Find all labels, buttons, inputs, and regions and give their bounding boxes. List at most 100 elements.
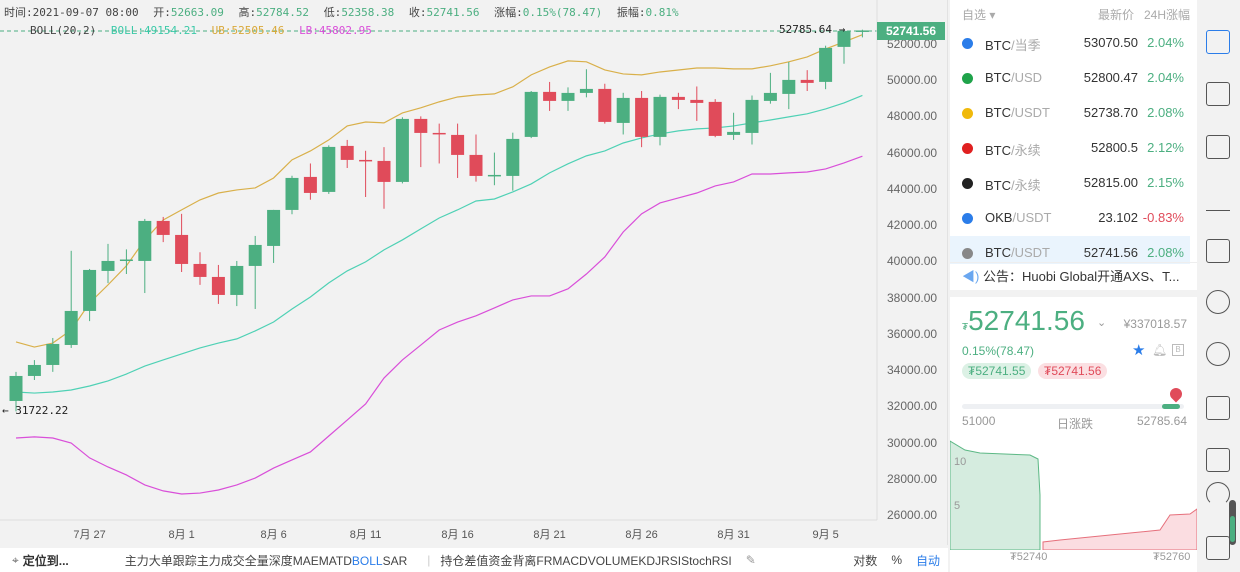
scrollbar[interactable] xyxy=(1229,500,1236,545)
orders-check-icon[interactable] xyxy=(1206,135,1230,159)
help-icon[interactable] xyxy=(1206,536,1230,560)
bid-price-badge[interactable]: ₮52741.55 xyxy=(962,363,1032,379)
edit-icon[interactable]: ✎ xyxy=(745,553,756,567)
pair-price: 23.102 xyxy=(1098,210,1138,225)
candle-body xyxy=(27,364,41,376)
indicator-sar[interactable]: SAR xyxy=(382,553,408,568)
ask-price-badge[interactable]: ₮52741.56 xyxy=(1038,363,1108,379)
candle-body xyxy=(598,88,612,122)
pair-name: BTC/永续 xyxy=(985,178,1041,193)
candle-body xyxy=(708,101,722,136)
candle-body xyxy=(303,176,317,193)
pair-name: BTC/永续 xyxy=(985,143,1041,158)
col-latest-price[interactable]: 最新价 xyxy=(1098,8,1135,22)
main-indicators[interactable]: 主力大单跟踪主力成交全量深度MAEMATDBOLLSAR xyxy=(125,552,408,569)
locate-icon[interactable]: ⌖ xyxy=(12,552,19,567)
amplitude-value: 0.81% xyxy=(645,6,679,19)
candle-body xyxy=(359,159,373,162)
candle-body xyxy=(46,343,60,365)
candle-body xyxy=(616,97,630,123)
alarm-clock-icon[interactable] xyxy=(1206,290,1230,314)
planet-icon[interactable] xyxy=(1206,342,1230,366)
close-label: 收: xyxy=(408,6,427,19)
date-tick: 8月 1 xyxy=(168,529,195,541)
percent-scale-toggle[interactable]: % xyxy=(891,553,902,567)
exchange-logo-icon xyxy=(962,73,973,84)
open-value: 52663.09 xyxy=(170,6,224,19)
col-24h-change[interactable]: 24H涨幅 xyxy=(1144,8,1191,22)
range-label: 日涨跌 xyxy=(1057,417,1094,431)
price-tick: 40000.00 xyxy=(887,254,938,269)
date-tick: 7月 27 xyxy=(73,529,106,541)
candle-body xyxy=(543,91,557,101)
candle-body xyxy=(64,310,78,345)
watchlist-item[interactable]: BTC/当季 53070.50 2.04% xyxy=(950,26,1190,61)
depth-y-label: 5 xyxy=(954,500,961,512)
date-tick: 8月 11 xyxy=(349,529,382,541)
bar-chart-icon[interactable] xyxy=(1206,187,1230,211)
pair-name: BTC/USDT xyxy=(985,245,1050,260)
price-tick: 28000.00 xyxy=(887,471,938,486)
watchlist-item[interactable]: BTC/USDT 52741.56 2.08% xyxy=(950,236,1190,264)
headset-icon[interactable] xyxy=(1206,482,1230,506)
candle-body xyxy=(119,259,133,262)
candle-body xyxy=(690,99,704,103)
watchlist-item[interactable]: OKB/USDT 23.102 -0.83% xyxy=(950,201,1190,236)
boll-name[interactable]: BOLL(20,2) xyxy=(30,24,97,37)
announcement[interactable]: ◀) 公告：Huobi Global开通AXS、T... xyxy=(962,269,1180,284)
candle-body xyxy=(101,260,115,271)
indicator-boll-active[interactable]: BOLL xyxy=(351,553,383,568)
b-icon[interactable]: B xyxy=(1172,344,1184,356)
watchlist-star-icon[interactable] xyxy=(1206,30,1230,54)
candle-body xyxy=(377,160,391,182)
price-tick: 30000.00 xyxy=(887,435,938,450)
pair-price: 52815.00 xyxy=(1083,175,1138,190)
candle-body xyxy=(193,263,207,277)
boll-legend[interactable]: BOLL(20,2) BOLL:49154.21 UB:52505.46 LB:… xyxy=(30,24,380,37)
watchlist-dropdown[interactable]: 自选 ▾ xyxy=(962,8,996,22)
max-price-marker: 52785.64 → xyxy=(779,23,846,36)
auto-scale-toggle[interactable]: 自动 xyxy=(915,553,940,568)
pair-price: 52800.47 xyxy=(1083,70,1138,85)
log-scale-toggle[interactable]: 对数 xyxy=(853,553,878,568)
watchlist-item[interactable]: BTC/USD 52800.47 2.04% xyxy=(950,61,1190,96)
range-marker-icon xyxy=(1167,385,1185,403)
side-toolbar xyxy=(1197,0,1240,572)
date-tick: 9月 5 xyxy=(812,529,839,541)
last-price: ₮52741.56 xyxy=(962,305,1085,336)
high-value: 52784.52 xyxy=(256,6,310,19)
document-b-icon[interactable] xyxy=(1206,396,1230,420)
watchlist-item[interactable]: BTC/永续 52815.00 2.15% xyxy=(950,166,1190,201)
candle-body xyxy=(837,30,851,47)
indicator-toolbar: ⌖ 定位到... 主力大单跟踪主力成交全量深度MAEMATDBOLLSAR | … xyxy=(0,548,948,572)
sub-indicators[interactable]: 持仓差值资金背离FRMACDVOLUMEKDJRSIStochRSI xyxy=(440,553,732,568)
candle-body xyxy=(175,234,189,264)
new-document-icon[interactable] xyxy=(1206,239,1230,263)
pair-price: 53070.50 xyxy=(1083,35,1138,50)
watchlist-item[interactable]: BTC/永续 52800.5 2.12% xyxy=(950,131,1190,166)
watchlist: BTC/当季 53070.50 2.04% BTC/USD 52800.47 2.04% B… xyxy=(950,26,1190,264)
candle-body xyxy=(414,118,428,133)
candle-body xyxy=(635,97,649,137)
kline-canvas[interactable] xyxy=(0,0,948,545)
ohlc-info-bar: 时间:2021-09-07 08:00 开:52663.09 高:52784.5… xyxy=(4,4,687,20)
watchlist-item[interactable]: BTC/USDT 52738.70 2.08% xyxy=(950,96,1190,131)
price-tick: 26000.00 xyxy=(887,508,938,522)
price-tick: 46000.00 xyxy=(887,145,938,160)
min-price-marker: ← 31722.22 xyxy=(2,404,69,417)
depth-x-label: ₮52760 xyxy=(1153,551,1191,563)
locate-button[interactable]: 定位到... xyxy=(22,553,69,568)
candle-body xyxy=(156,220,170,235)
depth-chart[interactable] xyxy=(950,435,1197,550)
bell-icon[interactable]: 🔔︎ xyxy=(1152,343,1168,357)
boll-lb-value: LB:45802.95 xyxy=(299,24,372,37)
main-indicator-list[interactable]: 主力大单跟踪主力成交全量深度MAEMATD xyxy=(124,553,352,568)
candle-body xyxy=(248,244,262,266)
pair-change: -0.83% xyxy=(1142,210,1184,225)
price-dropdown-icon[interactable]: ⌄ xyxy=(1097,317,1107,329)
favorite-star-icon[interactable]: ★ xyxy=(1132,342,1146,359)
kline-chart[interactable]: 时间:2021-09-07 08:00 开:52663.09 高:52784.5… xyxy=(0,0,948,545)
window-w-icon[interactable] xyxy=(1206,448,1230,472)
exchange-logo-icon xyxy=(962,38,973,49)
market-chart-icon[interactable] xyxy=(1206,82,1230,106)
